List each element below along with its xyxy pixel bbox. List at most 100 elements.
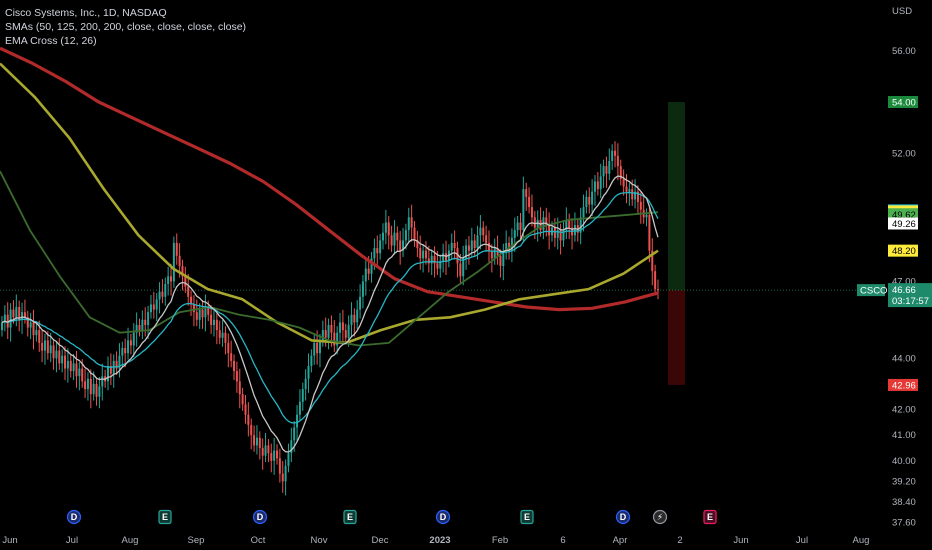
- event-marker-E[interactable]: E: [343, 509, 357, 525]
- candle-body: [310, 355, 313, 366]
- candle-body: [241, 394, 244, 405]
- candle-body: [424, 250, 427, 259]
- price-axis[interactable]: USD 56.00 52.00 49.26 47.00 44.00 42.00 41.00 40…: [857, 6, 932, 528]
- event-label: ⚡: [657, 512, 663, 522]
- price-tag-label: 42.96: [892, 380, 916, 391]
- candle-body: [367, 268, 370, 274]
- legend-sma[interactable]: SMAs (50, 125, 200, 200, close, close, c…: [5, 21, 247, 33]
- candle-body: [247, 414, 250, 425]
- x-tick-label: Sep: [188, 535, 205, 546]
- candle-body: [58, 350, 61, 364]
- candle-body: [21, 312, 24, 320]
- candle-body: [396, 232, 399, 241]
- candle-body: [344, 330, 347, 338]
- x-tick-label: Jun: [733, 535, 748, 546]
- candle-body: [261, 447, 264, 456]
- candle-body: [528, 196, 531, 208]
- candle-body: [473, 240, 476, 249]
- candle-body: [81, 368, 84, 382]
- time-axis[interactable]: Jun Jul Aug Sep Oct Nov Dec 2023 Feb 6 Apr 2 Jun Jul A…: [2, 535, 869, 546]
- candle-body: [175, 242, 178, 256]
- candle-body: [379, 240, 382, 254]
- candle-body: [545, 217, 548, 226]
- candle-body: [622, 178, 625, 187]
- profit-zone: [668, 102, 685, 291]
- candle-body: [410, 217, 413, 228]
- candle-body: [147, 312, 150, 325]
- candle-body: [465, 245, 468, 259]
- candle-body: [390, 235, 393, 246]
- candle-body: [23, 312, 26, 318]
- candle-body: [402, 240, 405, 251]
- event-marker-E[interactable]: E: [703, 509, 717, 525]
- y-tick-label: 44.00: [892, 353, 916, 364]
- candle-body: [639, 201, 642, 210]
- event-marker-⚡[interactable]: ⚡: [652, 509, 668, 525]
- candle-body: [121, 348, 124, 356]
- event-label: D: [257, 512, 264, 522]
- event-marker-D[interactable]: D: [435, 509, 451, 525]
- candle-body: [18, 307, 21, 320]
- candle-body: [645, 214, 648, 218]
- candle-body: [55, 350, 58, 359]
- candle-body: [459, 263, 462, 277]
- legend-ema[interactable]: EMA Cross (12, 26): [5, 35, 97, 47]
- legend: Cisco Systems, Inc., 1D, NASDAQ SMAs (50…: [5, 6, 246, 48]
- symbol-tag: [857, 284, 885, 297]
- sma200-line: [0, 46, 659, 312]
- candle-body: [43, 340, 46, 351]
- event-label: D: [440, 512, 447, 522]
- event-badge: [520, 509, 534, 525]
- candle-body: [207, 307, 210, 315]
- candle-body: [353, 314, 356, 323]
- candle-body: [321, 330, 324, 341]
- candle-body: [525, 189, 528, 197]
- candle-body: [224, 332, 227, 343]
- candle-body: [75, 363, 78, 377]
- candle-body: [66, 360, 69, 369]
- candle-body: [98, 386, 101, 397]
- candle-body: [127, 340, 130, 354]
- event-marker-D[interactable]: D: [615, 509, 631, 525]
- candle-body: [499, 255, 502, 267]
- candle-body: [462, 258, 465, 277]
- candle-body: [29, 322, 32, 328]
- candle-body: [192, 304, 195, 313]
- candle-body: [445, 253, 448, 261]
- candle-body: [255, 437, 258, 446]
- candle-body: [324, 330, 327, 338]
- candle-body: [164, 283, 167, 297]
- event-badge: [435, 509, 451, 525]
- candle-body: [273, 450, 276, 461]
- ema12-line: [1, 175, 659, 453]
- candle-body: [124, 348, 127, 354]
- event-marker-E[interactable]: E: [158, 509, 172, 525]
- candle-body: [52, 345, 55, 359]
- candle-body: [296, 414, 299, 428]
- legend-title[interactable]: Cisco Systems, Inc., 1D, NASDAQ: [5, 7, 167, 19]
- candle-body: [330, 324, 333, 333]
- event-marker-D[interactable]: D: [252, 509, 268, 525]
- candle-body: [427, 258, 430, 264]
- candle-body: [201, 309, 204, 318]
- candle-body: [333, 332, 336, 346]
- candle-body: [69, 360, 72, 372]
- event-marker-E[interactable]: E: [520, 509, 534, 525]
- event-marker-D[interactable]: D: [66, 509, 82, 525]
- candle-body: [436, 263, 439, 269]
- candle-body: [3, 314, 6, 323]
- candle-body: [605, 166, 608, 174]
- candle-body: [350, 314, 353, 325]
- candle-body: [15, 307, 18, 318]
- candle-body: [26, 317, 29, 328]
- candle-body: [253, 435, 256, 446]
- event-badge: [158, 509, 172, 525]
- event-label: D: [71, 512, 78, 522]
- candle-body: [72, 363, 75, 372]
- x-tick-label: 2: [677, 535, 682, 546]
- candle-body: [336, 332, 339, 346]
- candle-body: [49, 345, 52, 354]
- candle-body: [376, 248, 379, 254]
